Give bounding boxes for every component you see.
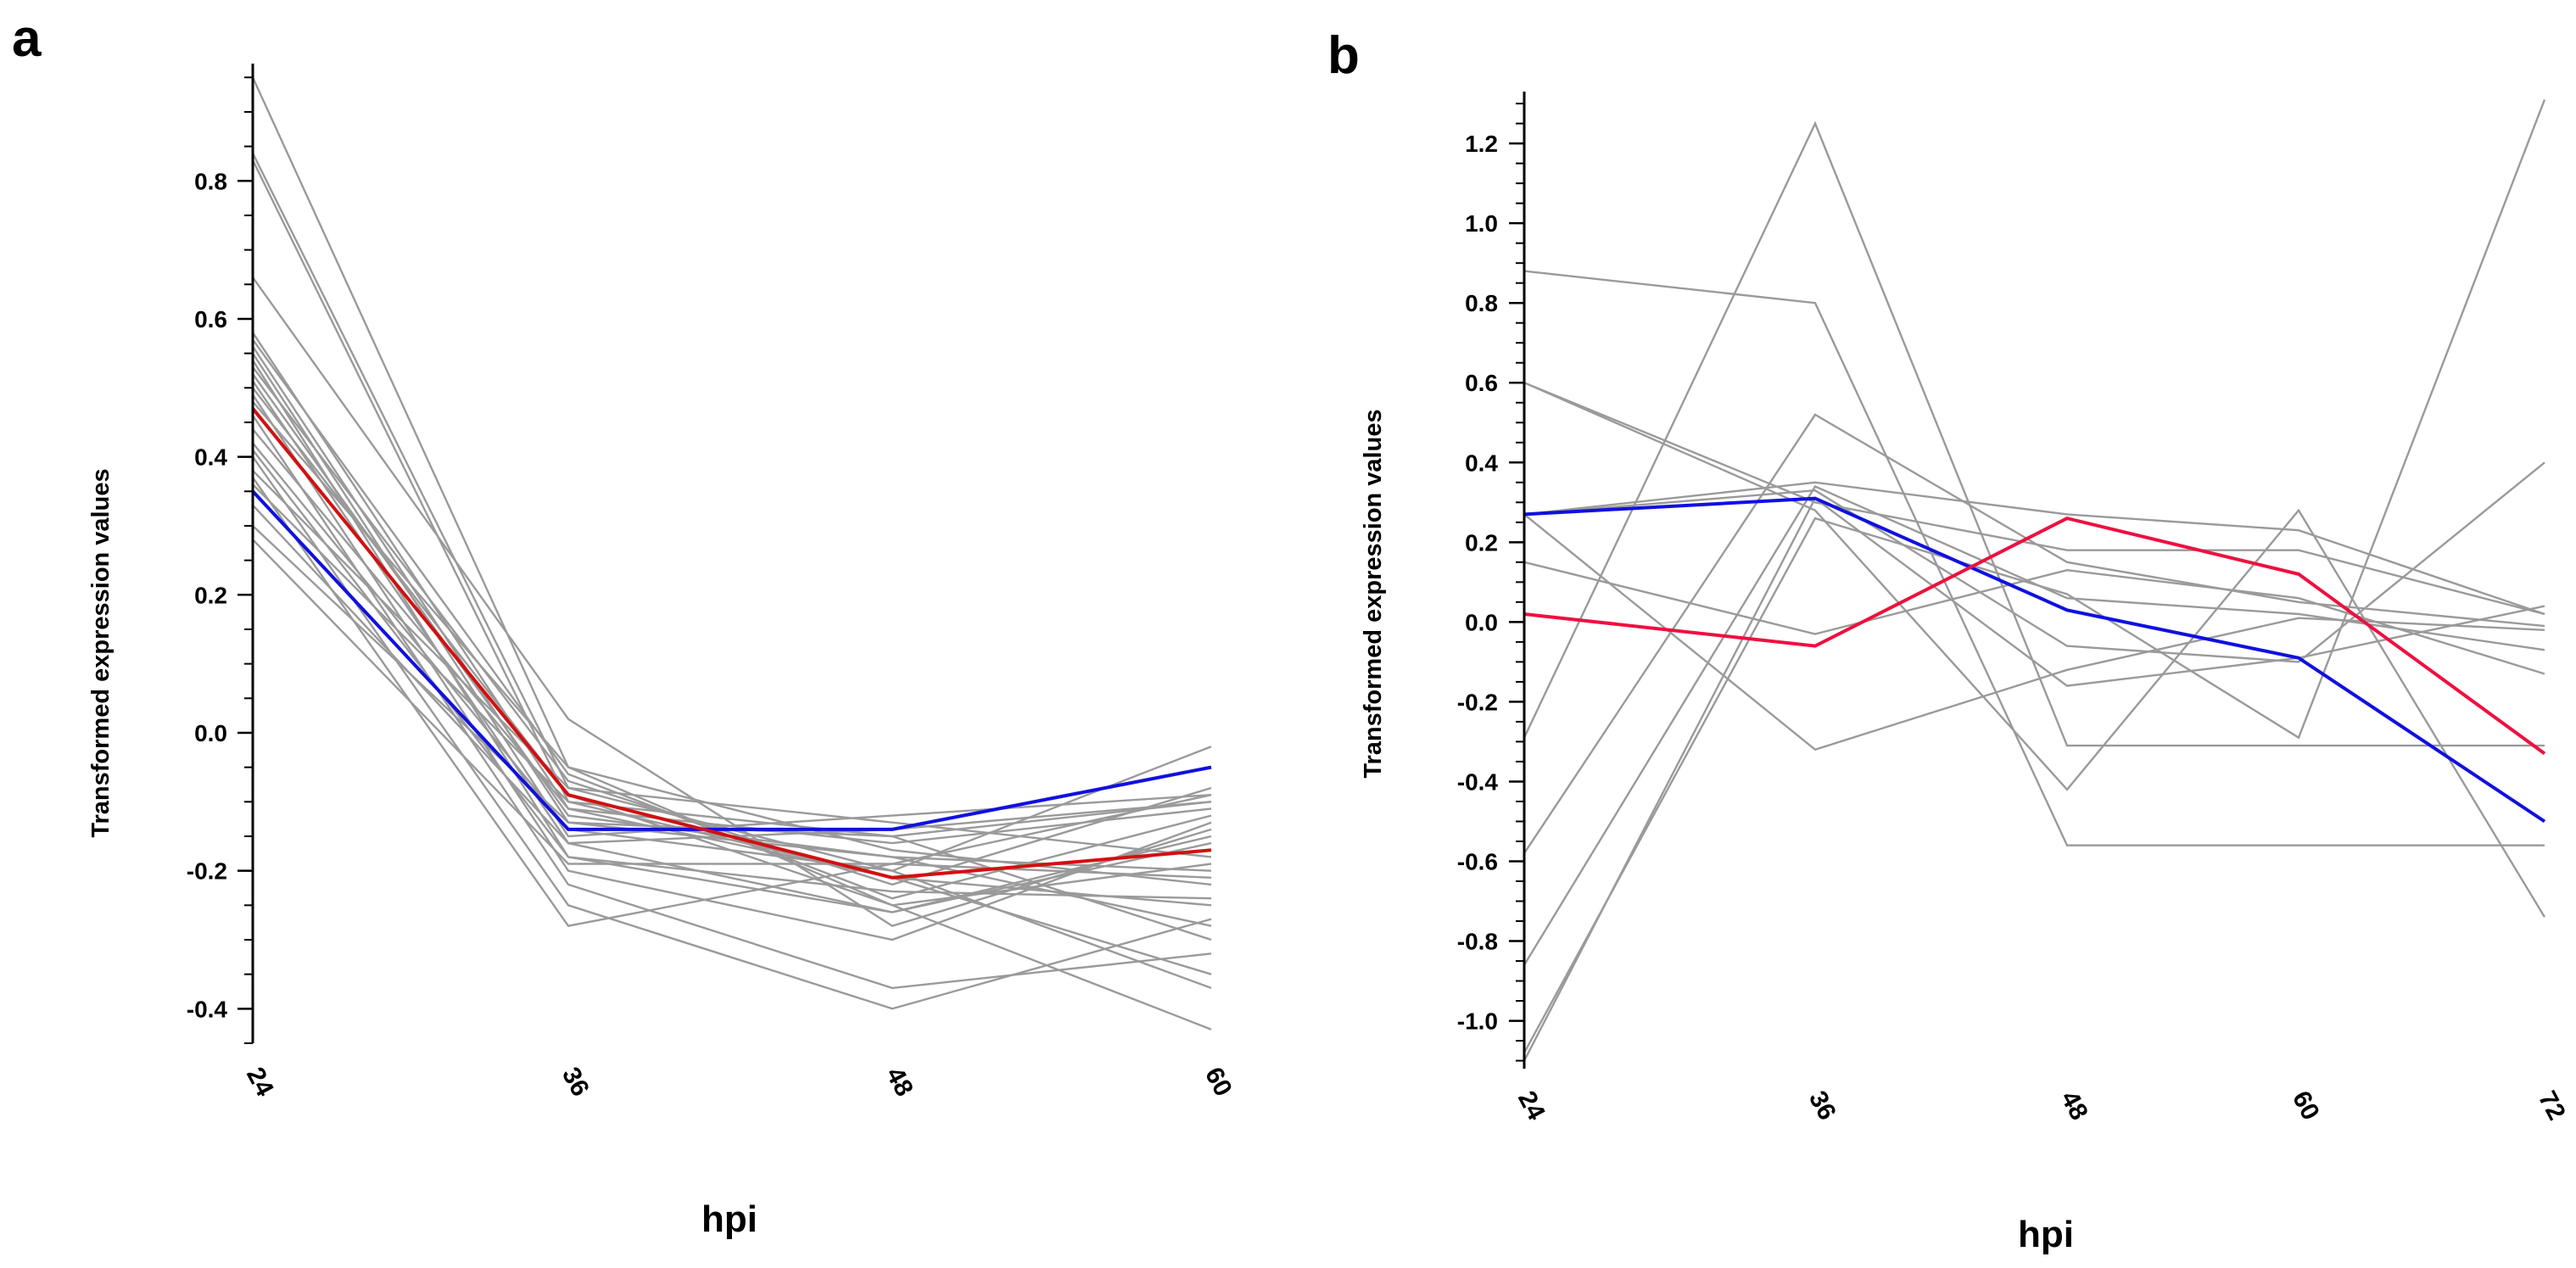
gray-series-line-5: [1523, 561, 2545, 675]
gray-series-line-8: [251, 352, 1212, 838]
gray-series-line-9: [1523, 98, 2546, 1053]
gray-series-line-8: [1523, 484, 2545, 966]
gray-series-line-21: [252, 470, 1212, 858]
y-tick-label: -0.2: [1457, 689, 1498, 715]
panel-b-x-ticks: 24 36 48 60 72: [1512, 1086, 2571, 1125]
panel-b: b 1.2 1.0 0.8 0.6 0.4 0.2 0.0 -0.2 -0.4 -0.6 -0.8 -…: [1327, 26, 2571, 1255]
panel-a-series-group: [251, 76, 1212, 1031]
gray-series-line-7: [1523, 413, 2545, 854]
gray-series-line-6: [1523, 120, 2545, 747]
gray-series-line-1: [251, 76, 1212, 1031]
gray-series-line-10: [1523, 496, 2545, 1062]
red-highlight-series-line: [1523, 516, 2546, 756]
y-tick-label: -0.8: [1457, 929, 1498, 955]
gray-series-line-14: [251, 394, 1212, 941]
y-tick-label: 0.6: [1465, 370, 1498, 396]
x-tick-label: 72: [2533, 1086, 2571, 1125]
gray-series-line-1: [1523, 270, 2545, 846]
gray-series-line-3: [251, 159, 1212, 941]
x-tick-label: 24: [241, 1063, 279, 1101]
y-tick-label: 0.0: [1465, 609, 1498, 635]
gray-series-line-23: [252, 483, 1212, 975]
panel-b-y-axis-title: Transformed expression values: [1360, 409, 1387, 778]
x-tick-label: 48: [2055, 1086, 2093, 1125]
blue-highlight-series-line: [1523, 496, 2546, 824]
red-highlight-series-line: [251, 407, 1212, 880]
gray-series-line-17: [252, 428, 1212, 845]
y-tick-label: -0.6: [1457, 848, 1498, 874]
y-tick-label: -1.0: [1457, 1008, 1498, 1035]
panel-b-series-group: [1523, 98, 2546, 1062]
x-tick-label: 24: [1512, 1086, 1551, 1125]
y-tick-label: 0.0: [194, 720, 227, 746]
gray-series-line-26: [252, 539, 1212, 879]
panel-a-y-axis-title: Transformed expression values: [87, 468, 115, 837]
y-tick-label: 1.2: [1465, 131, 1498, 157]
gray-series-line-20: [252, 455, 1212, 1010]
y-tick-label: -0.4: [1457, 768, 1499, 795]
panel-b-label: b: [1327, 26, 1360, 85]
x-tick-label: 60: [2287, 1086, 2325, 1125]
y-tick-label: 0.8: [194, 168, 227, 194]
x-tick-label: 60: [1199, 1063, 1238, 1101]
panel-a-y-axis: 0.8 0.6 0.4 0.2 0.0 -0.2 -0.4: [187, 64, 254, 1044]
gray-series-line-9: [251, 360, 1212, 913]
gray-series-line-11: [1523, 513, 2545, 751]
gray-series-line-15: [252, 400, 1212, 886]
panel-b-x-axis-title: hpi: [2018, 1214, 2074, 1255]
panel-b-y-axis: 1.2 1.0 0.8 0.6 0.4 0.2 0.0 -0.2 -0.4 -0.6 -0.8 -1.…: [1457, 92, 1526, 1069]
gray-series-line-2: [1523, 382, 2545, 616]
y-tick-label: 0.4: [194, 444, 227, 471]
gray-series-line-19: [252, 449, 1212, 900]
y-tick-label: 0.6: [194, 306, 227, 332]
gray-series-line-18: [252, 442, 1212, 872]
gray-series-line-7: [251, 345, 1212, 872]
x-tick-label: 48: [880, 1063, 919, 1101]
blue-highlight-series-line: [251, 489, 1212, 831]
y-tick-label: 0.4: [1465, 450, 1498, 476]
y-tick-label: -0.4: [187, 996, 228, 1022]
y-tick-label: 0.8: [1465, 290, 1498, 316]
panel-a-x-ticks: 24 36 48 60: [241, 1063, 1238, 1101]
panel-a-x-axis-title: hpi: [701, 1198, 757, 1240]
gray-series-line-3: [1523, 382, 2546, 918]
y-tick-label: 1.0: [1465, 210, 1498, 237]
y-tick-label: 0.2: [1465, 529, 1498, 556]
panel-a-label: a: [12, 9, 42, 68]
y-tick-label: 0.2: [194, 582, 227, 608]
y-tick-label: -0.2: [187, 858, 227, 885]
gray-series-line-16: [252, 415, 1212, 990]
panel-a: a 0.8 0.6 0.4 0.2 0.0 -0.2 -0.4 24 36 48 60 Trans…: [12, 9, 1238, 1240]
gray-series-line-4: [1523, 481, 2545, 616]
x-tick-label: 36: [556, 1063, 595, 1101]
gray-series-line-10: [252, 366, 1212, 886]
gray-series-line-12: [1523, 461, 2545, 663]
x-tick-label: 36: [1803, 1086, 1841, 1125]
gray-series-line-22: [252, 477, 1212, 928]
